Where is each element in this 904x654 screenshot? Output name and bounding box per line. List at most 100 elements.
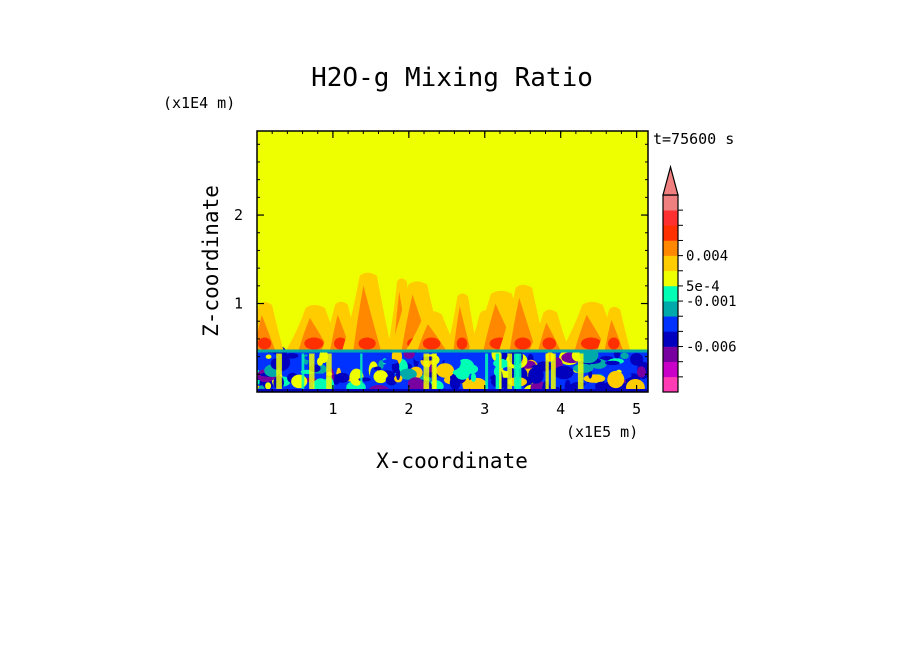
layer-streak [550,353,556,390]
layer-patch [467,377,487,392]
plume-core [542,337,557,350]
plume-core [422,337,441,350]
plume-core [608,337,620,350]
y-tick-label: 2 [234,206,243,224]
layer-patch [396,368,401,381]
y-axis-unit: (x1E4 m) [163,94,235,112]
y-axis-ticks: 12 [234,143,648,375]
layer-patch [340,356,347,372]
boundary-layer [257,345,648,392]
layer-patch [265,382,272,390]
x-tick-label: 5 [632,400,641,418]
layer-patch [583,374,606,383]
layer-bottom-edge [257,389,648,392]
layer-streak [309,353,315,390]
layer-streak [485,353,489,390]
colorbar-label: -0.001 [686,294,737,310]
x-tick-label: 3 [480,400,489,418]
layer-streak [360,353,363,390]
layer-patch [605,360,620,366]
x-axis-ticks: 1 2 3 4 5 [271,131,641,418]
layer-patch [373,366,382,371]
layer-streak [499,353,502,390]
y-tick-label: 1 [234,295,243,313]
colorbar-level [663,195,678,211]
colorbar-level [663,376,678,393]
layer-patch [413,352,423,362]
layer-patch [565,381,571,389]
plume-core [514,337,531,350]
chart-title: H2O-g Mixing Ratio [311,63,593,93]
plume-core [456,337,468,350]
plot-area [257,131,648,392]
layer-patch [335,372,350,383]
layer-streak [545,353,549,390]
plume-core [580,337,602,350]
colorbar-level [663,301,678,317]
layer-patch [349,368,364,386]
layer-patch [265,354,272,359]
plume-inner [453,306,471,350]
layer-patch [554,365,574,380]
layer-patch [382,358,398,365]
plot-frame [256,130,649,393]
layer-streak [495,353,502,390]
x-tick-label: 4 [556,400,565,418]
y-axis-label: Z-coordinate [199,185,223,337]
time-label: t=75600 s [653,130,734,148]
layer-patch [540,376,561,384]
layer-patch [399,368,417,380]
layer-patch [528,367,544,384]
colorbar-level [663,225,678,241]
x-tick-label: 2 [404,400,413,418]
layer-patch [620,352,629,359]
layer-streak [423,353,430,390]
layer-patch [630,353,644,366]
plume-core [304,337,324,350]
colorbar-level [663,270,678,287]
colorbar-level [663,316,678,332]
layer-patch [285,353,299,359]
plume-inner [353,285,381,350]
layer-patch [626,379,645,392]
x-tick-label: 1 [328,400,337,418]
layer-patch [436,363,454,378]
layer-patch [291,374,308,389]
colorbar-level [663,240,678,256]
layer-patch [636,366,646,378]
colorbar-label: 5e-4 [686,279,720,295]
layer-patch [607,370,625,389]
layer-patch [600,356,614,361]
layer-patch [373,370,388,384]
colorbar-level [663,285,678,302]
layer-patch [470,372,477,382]
layer-streak [301,353,305,390]
plume-inner [509,297,536,350]
layer-patch [455,366,470,380]
layer-streak [431,353,437,390]
layer-patch [317,357,324,366]
plume-core [258,337,272,350]
colorbar-level [663,361,678,378]
colorbar-level [663,255,678,272]
colorbar-label: 0.004 [686,249,728,265]
layer-streak [515,353,522,390]
layer-top-edge [257,349,648,353]
x-axis-unit: (x1E5 m) [566,423,638,441]
layer-streak [276,353,282,390]
plume-core [358,337,376,350]
layer-streak [326,353,332,390]
colorbar-level [663,331,678,347]
colorbar-extend-arrow [662,164,679,196]
layer-patch [595,381,607,391]
plume-contours [257,272,631,350]
colorbar-level [663,210,678,226]
colorbar-label: -0.006 [686,340,737,356]
colorbar [662,164,683,393]
layer-streak [577,353,584,390]
x-axis-label: X-coordinate [376,449,528,473]
colorbar-level [663,346,678,362]
layer-streak [507,353,513,390]
